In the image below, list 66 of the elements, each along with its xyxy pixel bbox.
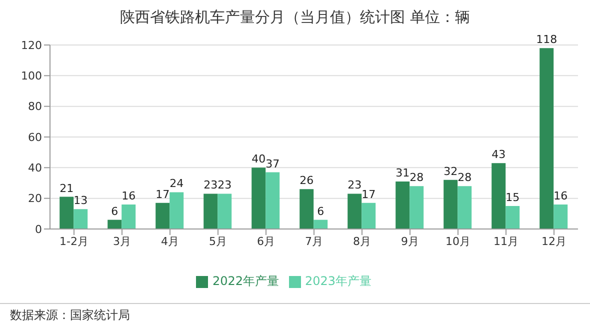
legend-label: 2022年产量 [212,274,279,288]
data-label: 13 [74,194,88,208]
bar [444,180,458,229]
bar [108,220,122,229]
y-tick-label: 120 [21,38,42,52]
x-tick-label: 5月 [209,234,227,248]
data-label: 28 [458,171,472,184]
data-label: 6 [111,204,118,218]
data-label: 21 [60,182,74,195]
y-tick-label: 20 [28,192,42,206]
bar [122,204,136,229]
chart-title: 陕西省铁路机车产量分月（当月值）统计图 单位：辆 [119,8,471,27]
x-tick-label: 4月 [161,234,179,248]
bar [492,163,506,229]
data-label: 16 [554,189,568,202]
bar [170,192,184,229]
bar [156,202,170,229]
x-tick-label: 10月 [446,234,470,248]
bar [252,168,266,229]
legend-label: 2023年产量 [305,274,372,288]
data-label: 31 [396,166,410,180]
data-label: 40 [252,152,266,166]
y-tick-label: 60 [28,130,42,144]
bar [204,194,218,229]
data-label: 37 [266,157,280,170]
data-label: 24 [170,177,184,190]
bar [362,202,376,229]
y-tick-label: 80 [28,100,42,114]
x-tick-label: 6月 [257,234,275,248]
data-label: 43 [492,148,506,162]
data-label: 23 [348,178,362,192]
bar [74,209,88,229]
x-tick-label: 8月 [353,234,371,248]
bar [540,48,554,229]
x-tick-label: 9月 [401,234,419,248]
data-label: 26 [300,174,314,188]
data-label: 15 [506,191,520,204]
data-label: 17 [362,188,376,201]
bar [554,204,568,229]
data-label: 16 [122,189,136,202]
bar [266,172,280,229]
x-tick-label: 3月 [113,234,131,248]
data-label: 118 [536,33,558,46]
y-tick-label: 40 [28,162,42,175]
x-tick-label: 7月 [305,234,323,248]
bar [314,220,328,229]
bar [348,194,362,229]
bar [506,206,520,229]
bar [458,186,472,229]
data-label: 23 [204,178,218,192]
data-label: 28 [410,171,424,184]
x-tick-label: 12月 [542,234,566,248]
bar [396,181,410,229]
bar [300,189,314,229]
bar [410,186,424,229]
data-label: 6 [317,204,324,218]
data-label: 17 [156,188,170,201]
source-note: 数据来源：国家统计局 [10,307,130,324]
x-tick-label: 1-2月 [60,234,88,248]
x-tick-label: 11月 [494,234,518,248]
bar [60,196,74,229]
data-label: 23 [218,178,232,192]
bar [218,194,232,229]
data-label: 32 [444,164,458,178]
y-tick-label: 100 [21,70,42,83]
y-tick-label: 0 [35,222,42,236]
